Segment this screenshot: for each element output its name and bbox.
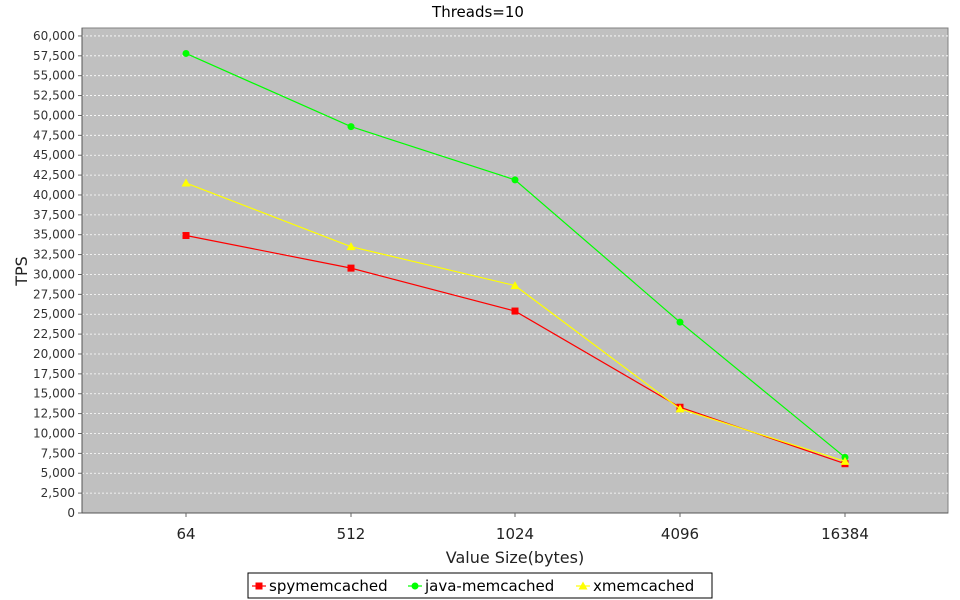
y-tick-label: 2,500 [41, 486, 75, 500]
y-tick-label: 55,000 [33, 69, 75, 83]
legend-item-spymemcached: spymemcached [252, 577, 388, 595]
legend-label: java-memcached [424, 577, 554, 595]
series-xmemcached [181, 178, 850, 465]
y-tick-label: 17,500 [33, 367, 75, 381]
data-point-java-memcached [347, 123, 355, 131]
x-tick-label: 4096 [661, 525, 699, 543]
y-tick-label: 10,000 [33, 426, 75, 440]
x-tick-label: 16384 [821, 525, 869, 543]
chart-title: Threads=10 [431, 3, 524, 21]
legend: spymemcached java-memcached xmemcached [247, 572, 713, 599]
y-tick-label: 25,000 [33, 307, 75, 321]
y-tick-label: 27,500 [33, 287, 75, 301]
x-tick-label: 1024 [496, 525, 534, 543]
y-tick-label: 22,500 [33, 327, 75, 341]
data-point-java-memcached [182, 49, 190, 57]
data-point-spymemcached [347, 264, 355, 272]
legend-item-java-memcached: java-memcached [408, 577, 554, 595]
series-java-memcached [182, 49, 849, 461]
y-axis-label: TPS [12, 256, 31, 287]
legend-item-xmemcached: xmemcached [576, 577, 694, 595]
y-tick-label: 30,000 [33, 267, 75, 281]
x-tick-label: 64 [176, 525, 195, 543]
y-tick-label: 32,500 [33, 248, 75, 262]
y-tick-label: 52,500 [33, 89, 75, 103]
legend-label: xmemcached [593, 577, 694, 595]
legend-marker [411, 582, 419, 590]
data-point-xmemcached [675, 404, 685, 413]
legend-marker [255, 582, 263, 590]
y-tick-label: 15,000 [33, 387, 75, 401]
y-tick-label: 57,500 [33, 49, 75, 63]
plot-area: 0 2,500 5,000 7,500 10,000 12,500 15,000 17,500… [33, 27, 949, 543]
data-point-java-memcached [676, 318, 684, 326]
y-tick-label: 50,000 [33, 108, 75, 122]
y-tick-label: 45,000 [33, 148, 75, 162]
y-tick-label: 40,000 [33, 188, 75, 202]
data-point-xmemcached [346, 242, 356, 251]
y-tick-label: 12,500 [33, 407, 75, 421]
y-tick-label: 42,500 [33, 168, 75, 182]
x-tick-label: 512 [337, 525, 366, 543]
plot-background [81, 27, 949, 514]
data-point-xmemcached [840, 456, 850, 465]
y-tick-label: 5,000 [41, 466, 75, 480]
y-tick-label: 47,500 [33, 128, 75, 142]
legend-label: spymemcached [269, 577, 388, 595]
legend-marker [578, 581, 588, 590]
x-axis-label: Value Size(bytes) [446, 548, 584, 567]
y-tick-label: 60,000 [33, 29, 75, 43]
y-tick-label: 35,000 [33, 228, 75, 242]
data-point-spymemcached [511, 307, 519, 315]
y-tick-label: 7,500 [41, 446, 75, 460]
y-tick-label: 0 [67, 506, 75, 520]
data-point-xmemcached [181, 178, 191, 187]
data-point-spymemcached [182, 232, 190, 240]
data-point-java-memcached [511, 176, 519, 184]
data-point-xmemcached [510, 281, 520, 290]
legend-box [247, 572, 713, 599]
y-tick-label: 20,000 [33, 347, 75, 361]
y-tick-label: 37,500 [33, 208, 75, 222]
